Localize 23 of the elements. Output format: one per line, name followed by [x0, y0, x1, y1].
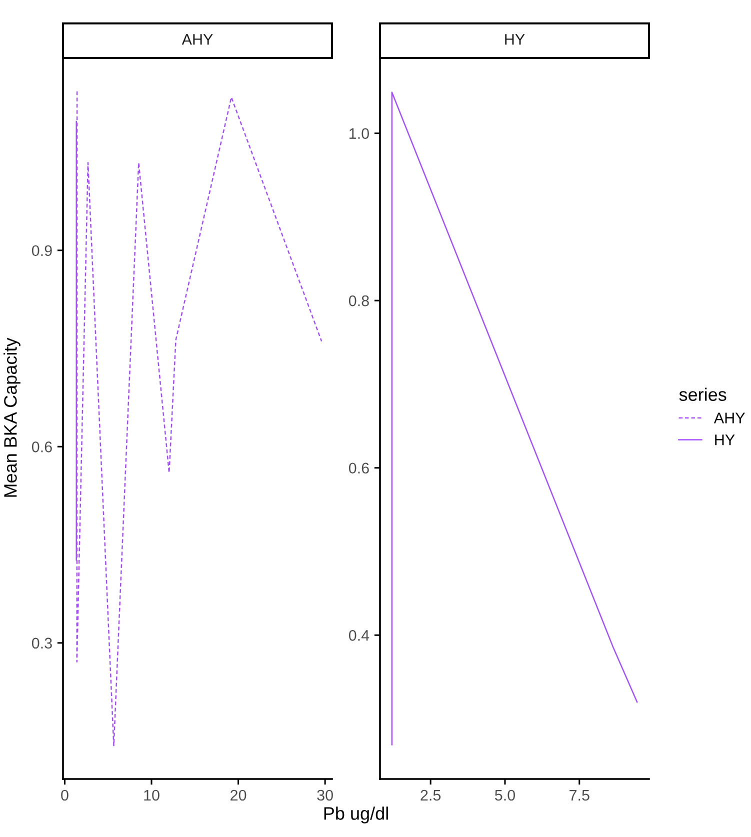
x-tick-label: 10 [144, 790, 160, 801]
x-tick-label: 7.5 [570, 790, 590, 801]
y-tick-label: 0.9 [32, 245, 52, 256]
x-tick-label: 2.5 [420, 790, 441, 801]
legend-title: series [679, 388, 726, 401]
legend-label: HY [715, 434, 735, 446]
legend-label: AHY [714, 412, 745, 424]
x-axis-title: Pb ug/dl [324, 806, 388, 824]
line-series [76, 90, 322, 746]
y-tick-label: 0.6 [32, 442, 52, 452]
y-tick-label: 0.8 [348, 295, 369, 306]
y-tick-label: 0.4 [348, 630, 370, 641]
y-tick-label: 0.3 [32, 638, 52, 649]
x-tick-label: 5.0 [494, 790, 515, 801]
line-series [391, 92, 638, 746]
y-tick-label: 0.6 [348, 462, 369, 474]
chart-title: HY [505, 34, 525, 45]
y-tick-label: 1.0 [350, 128, 369, 139]
x-tick-label: 20 [230, 790, 246, 801]
chart-title: AHY [182, 34, 213, 45]
x-tick-label: 30 [317, 790, 333, 801]
x-tick-label: 0 [61, 790, 68, 801]
y-axis-title: Mean BKA Capacity [4, 338, 20, 497]
